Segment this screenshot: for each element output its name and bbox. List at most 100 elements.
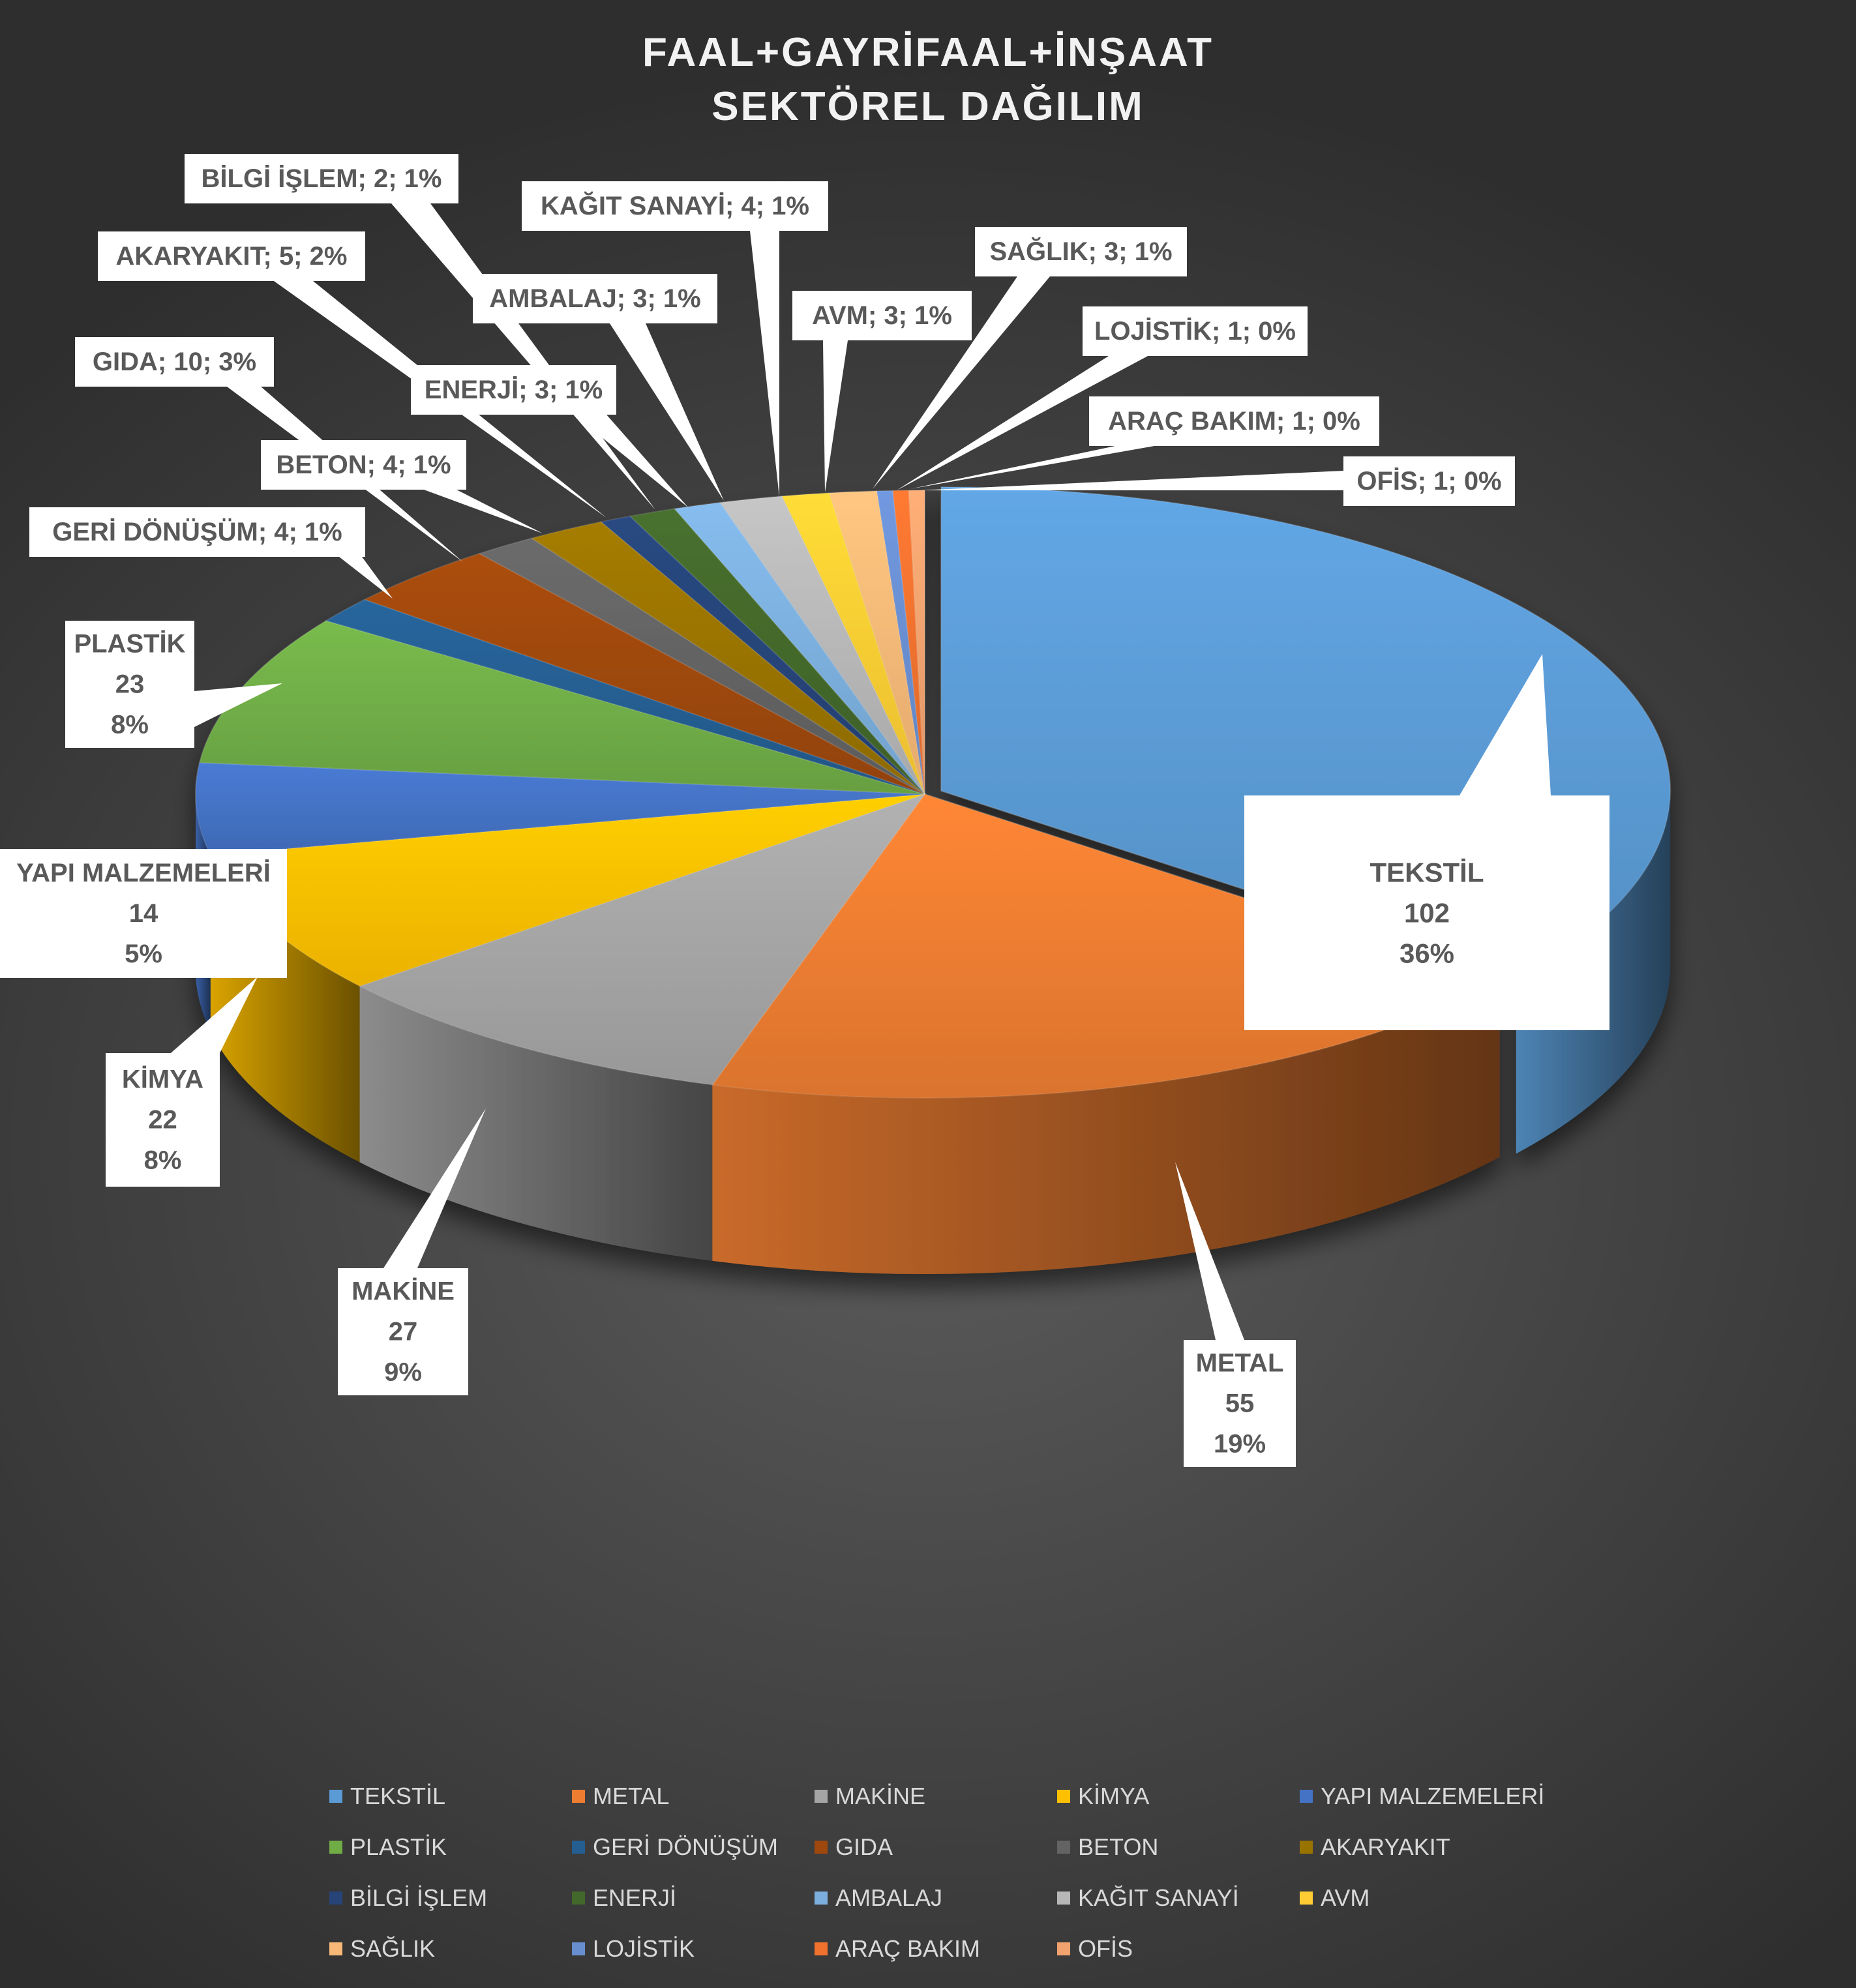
data-label-box-17 [1089, 396, 1379, 446]
legend-swatch-11 [572, 1892, 585, 1905]
data-label-text-7-0: GIDA; 10; 3% [93, 348, 256, 376]
legend-item-9: AKARYAKIT [1300, 1831, 1450, 1863]
data-label-box-0 [1244, 795, 1609, 1030]
legend-swatch-17 [815, 1942, 828, 1955]
data-label-text-5-0: PLASTİK [74, 630, 185, 659]
legend-swatch-9 [1300, 1841, 1313, 1854]
data-label-text-17-0: ARAÇ BAKIM; 1; 0% [1108, 407, 1360, 436]
legend-label-16: LOJİSTİK [593, 1935, 695, 1962]
data-label-2: MAKİNE 27 9% [338, 1108, 486, 1395]
data-label-text-3-1: 22 [148, 1106, 177, 1135]
data-label-pointer-17 [910, 446, 1154, 489]
data-label-1: METAL 55 19% [1175, 1162, 1296, 1467]
data-label-text-3-0: KİMYA [122, 1065, 203, 1094]
legend-item-15: SAĞLIK [329, 1933, 435, 1965]
data-label-box-1 [1184, 1340, 1296, 1467]
data-label-text-1-1: 55 [1225, 1389, 1255, 1418]
data-label-pointer-12 [610, 323, 724, 501]
data-label-11: ENERJİ; 3; 1% [411, 365, 688, 507]
legend-swatch-5 [329, 1841, 342, 1854]
legend-label-3: KİMYA [1078, 1783, 1150, 1809]
legend-item-7: GIDA [815, 1831, 893, 1863]
legend-swatch-6 [572, 1841, 585, 1854]
data-label-7: GIDA; 10; 3% [75, 337, 463, 562]
legend-swatch-0 [329, 1790, 342, 1803]
data-label-text-4-1: 14 [129, 899, 158, 928]
legend-item-4: YAPI MALZEMELERİ [1300, 1780, 1544, 1813]
legend-item-16: LOJİSTİK [572, 1933, 695, 1965]
data-label-10: BİLGİ İŞLEM; 2; 1% [185, 154, 655, 510]
data-label-pointer-16 [897, 356, 1148, 490]
data-label-text-8-0: BETON; 4; 1% [276, 451, 451, 479]
legend-swatch-4 [1300, 1790, 1313, 1803]
data-label-box-13 [522, 181, 828, 231]
data-label-text-9-0: AKARYAKIT; 5; 2% [116, 242, 348, 271]
data-label-14: AVM; 3; 1% [792, 291, 972, 492]
legend-label-18: OFİS [1078, 1935, 1133, 1962]
legend-swatch-10 [329, 1892, 342, 1905]
data-label-box-10 [185, 154, 458, 203]
data-label-box-15 [975, 227, 1187, 276]
data-label-pointer-18 [920, 471, 1343, 490]
data-label-3: KİMYA 22 8% [106, 977, 258, 1187]
data-label-text-0-1: 102 [1404, 898, 1450, 928]
data-label-box-7 [75, 337, 274, 387]
data-label-box-16 [1083, 306, 1308, 356]
legend-item-3: KİMYA [1057, 1780, 1149, 1813]
data-label-5: PLASTİK 23 8% [65, 621, 282, 748]
data-label-text-6-0: GERİ DÖNÜŞÜM; 4; 1% [52, 517, 342, 546]
data-label-17: ARAÇ BAKIM; 1; 0% [910, 396, 1379, 489]
data-label-text-16-0: LOJİSTİK; 1; 0% [1094, 317, 1296, 346]
data-label-4: YAPI MALZEMELERİ 14 5% [0, 849, 287, 978]
legend-label-5: PLASTİK [350, 1833, 447, 1860]
data-label-text-18-0: OFİS; 1; 0% [1356, 467, 1501, 496]
legend-item-18: OFİS [1057, 1933, 1133, 1965]
legend-swatch-7 [815, 1841, 828, 1854]
data-label-text-2-0: MAKİNE [352, 1277, 455, 1306]
legend-label-6: GERİ DÖNÜŞÜM [593, 1833, 779, 1860]
data-label-pointer-11 [574, 415, 688, 507]
chart-title-line-1: FAAL+GAYRİFAAL+İNŞAAT [642, 30, 1214, 75]
data-label-text-2-1: 27 [389, 1318, 418, 1346]
legend-swatch-18 [1057, 1942, 1070, 1955]
legend-item-10: BİLGİ İŞLEM [329, 1882, 487, 1914]
data-label-box-6 [29, 507, 365, 557]
data-label-text-1-0: METAL [1196, 1349, 1284, 1378]
data-label-text-5-1: 23 [115, 670, 145, 699]
data-label-text-5-2: 8% [111, 711, 149, 739]
data-label-pointer-14 [823, 340, 848, 492]
data-label-12: AMBALAJ; 3; 1% [473, 274, 724, 501]
legend-item-17: ARAÇ BAKIM [815, 1933, 980, 1965]
legend-label-14: AVM [1321, 1884, 1370, 1911]
legend-label-7: GIDA [835, 1833, 893, 1860]
data-label-16: LOJİSTİK; 1; 0% [897, 306, 1308, 490]
legend-label-17: ARAÇ BAKIM [835, 1935, 981, 1962]
legend-item-0: TEKSTİL [329, 1780, 445, 1813]
legend-swatch-2 [815, 1790, 828, 1803]
legend-item-6: GERİ DÖNÜŞÜM [572, 1831, 778, 1863]
data-label-text-4-2: 5% [125, 940, 162, 968]
data-label-box-4 [0, 849, 287, 978]
legend-item-2: MAKİNE [815, 1780, 925, 1813]
data-label-text-13-0: KAĞIT SANAYİ; 4; 1% [541, 190, 809, 220]
legend-swatch-12 [815, 1892, 828, 1905]
legend-item-1: METAL [572, 1780, 669, 1813]
data-label-pointer-3 [171, 977, 258, 1053]
data-label-box-9 [98, 231, 365, 281]
data-label-0: TEKSTİL 102 36% [1244, 654, 1609, 1030]
data-label-pointer-6 [339, 557, 393, 599]
data-label-box-8 [261, 440, 466, 490]
data-label-box-14 [792, 291, 972, 340]
data-label-text-12-0: AMBALAJ; 3; 1% [489, 284, 700, 313]
legend-swatch-15 [329, 1942, 342, 1955]
data-label-text-2-2: 9% [384, 1358, 422, 1387]
legend-label-0: TEKSTİL [350, 1783, 446, 1809]
legend-item-12: AMBALAJ [815, 1882, 942, 1914]
legend-swatch-3 [1057, 1790, 1070, 1803]
data-label-text-4-0: YAPI MALZEMELERİ [16, 859, 271, 887]
data-label-13: KAĞIT SANAYİ; 4; 1% [522, 181, 828, 497]
data-label-pointer-0 [1459, 654, 1551, 795]
legend-label-4: YAPI MALZEMELERİ [1321, 1783, 1545, 1809]
legend-label-8: BETON [1078, 1833, 1159, 1860]
